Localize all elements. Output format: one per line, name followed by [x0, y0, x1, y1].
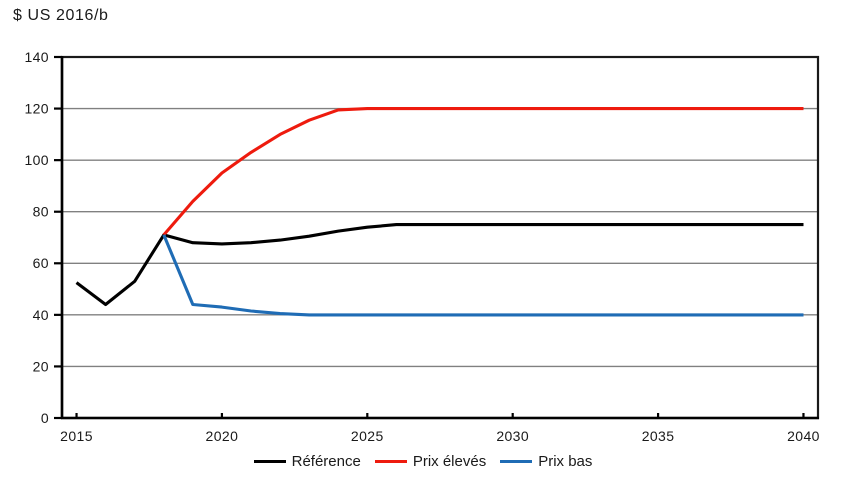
legend-item-prix-bas: Prix bas	[500, 453, 592, 470]
y-tick-label-100: 100	[24, 152, 49, 168]
x-tick-label-2035: 2035	[642, 428, 675, 444]
y-tick-label-20: 20	[33, 358, 49, 374]
y-tick-label-80: 80	[33, 204, 49, 220]
y-tick-label-60: 60	[33, 255, 49, 271]
x-tick-label-2020: 2020	[206, 428, 239, 444]
legend-swatch-prix-bas	[500, 460, 533, 463]
series-line-prix-bas	[162, 234, 804, 317]
legend-item-prix-eleves: Prix élevés	[374, 453, 487, 470]
legend-swatch-reference	[253, 460, 286, 463]
y-axis-unit-label: $ US 2016/b	[13, 7, 109, 24]
x-tick-label-2030: 2030	[496, 428, 529, 444]
legend-label-prix-eleves: Prix élevés	[412, 453, 487, 470]
y-tick-label-120: 120	[24, 100, 49, 116]
legend-label-reference: Référence	[291, 453, 361, 470]
x-tick-label-2015: 2015	[60, 428, 93, 444]
x-tick-label-2025: 2025	[351, 428, 384, 444]
y-tick-label-140: 140	[24, 49, 49, 65]
legend-label-prix-bas: Prix bas	[538, 453, 593, 470]
legend-swatch-prix-eleves	[374, 460, 407, 463]
y-tick-label-0: 0	[41, 410, 49, 426]
legend-item-reference: Référence	[253, 453, 361, 470]
y-tick-label-40: 40	[33, 307, 49, 323]
chart-legend: Référence Prix élevés Prix bas	[0, 453, 846, 470]
x-tick-label-2040: 2040	[787, 428, 820, 444]
series-line-prix-eleves	[162, 107, 804, 236]
series-line-reference	[75, 223, 804, 307]
